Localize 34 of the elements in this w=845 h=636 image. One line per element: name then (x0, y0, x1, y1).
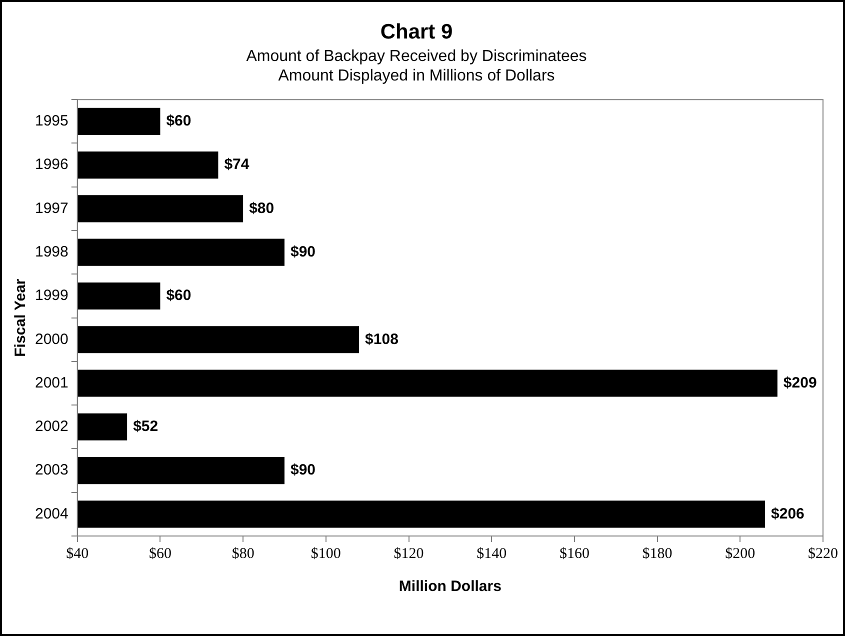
x-tick-label: $100 (310, 546, 341, 562)
data-label: $209 (783, 374, 817, 392)
data-label: $108 (365, 330, 398, 348)
data-label: $60 (166, 112, 192, 130)
y-tick-label: 2003 (34, 462, 68, 479)
data-label: $52 (133, 418, 158, 436)
data-label: $74 (224, 156, 250, 174)
x-tick-label: $40 (66, 546, 89, 562)
x-tick-label: $160 (559, 546, 590, 562)
data-label: $206 (771, 505, 804, 522)
data-label: $90 (290, 243, 316, 260)
y-tick-label: 2002 (34, 418, 68, 436)
x-tick-label: $80 (232, 546, 254, 562)
y-axis-title: Fiscal Year (12, 278, 30, 357)
data-label: $60 (166, 287, 192, 304)
chart-subtitle: Amount of Backpay Received by Discriminatees Amount Displayed in Millions of Dollars (246, 48, 587, 84)
y-tick-label: 2000 (34, 330, 68, 348)
y-tick-label: 2004 (34, 505, 68, 522)
y-tick-label: 2001 (34, 374, 68, 392)
y-tick-label: 1995 (34, 112, 68, 130)
x-axis-title: Million Dollars (398, 578, 502, 596)
y-tick-label: 1998 (34, 243, 68, 260)
x-tick-label: $60 (148, 546, 172, 562)
data-label: $90 (290, 462, 316, 479)
chart-title: Chart 9 (380, 20, 453, 44)
x-tick-label: $180 (642, 546, 672, 562)
y-tick-label: 1996 (34, 156, 68, 174)
x-tick-label: $220 (808, 546, 838, 562)
x-tick-label: $200 (725, 546, 756, 562)
y-tick-label: 1999 (34, 287, 68, 304)
data-label: $80 (249, 200, 274, 217)
x-tick-label: $120 (394, 546, 424, 562)
y-tick-label: 1997 (34, 200, 68, 217)
x-tick-label: $140 (476, 546, 507, 562)
